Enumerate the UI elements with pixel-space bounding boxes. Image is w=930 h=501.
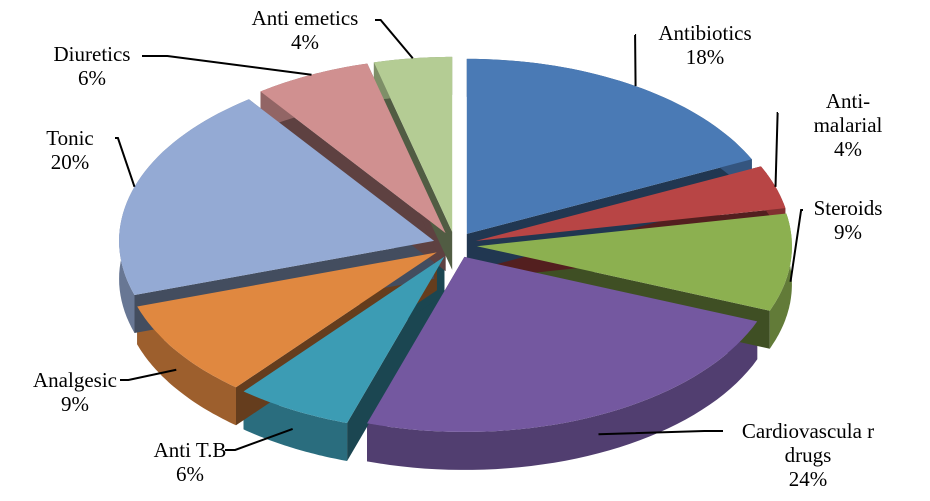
slice-side: [243, 391, 348, 461]
slice-label: Tonic 20%: [46, 126, 94, 174]
slice-label: Anti-malarial 4%: [807, 89, 889, 161]
leader-line: [789, 209, 803, 282]
slice: [119, 99, 435, 295]
category-name: Anti-malarial: [813, 89, 883, 137]
category-name: Diuretics: [53, 42, 131, 66]
category-name: Antibiotics: [658, 21, 752, 45]
leader-line: [774, 112, 779, 187]
value-label: 24%: [788, 467, 828, 491]
slice: [373, 56, 453, 232]
slice: [243, 256, 445, 423]
slice-label: Anti emetics 4%: [252, 6, 359, 54]
value-label: 18%: [685, 45, 725, 69]
leader-line: [115, 137, 136, 188]
leader-line: [225, 427, 293, 451]
slice-label: Steroids 9%: [814, 196, 883, 244]
pie-tops: [119, 56, 792, 432]
slice-label: Analgesic 9%: [33, 368, 117, 416]
slice-label: Antibiotics 18%: [658, 21, 751, 69]
category-name: Cardiovascula r drugs: [741, 419, 875, 467]
category-name: Analgesic: [33, 368, 117, 392]
slice: [476, 213, 792, 311]
slice: [260, 63, 446, 234]
value-label: 20%: [50, 150, 90, 174]
slice-label: Anti T.B 6%: [154, 438, 227, 486]
category-name: Anti T.B: [153, 438, 227, 462]
slice-label: Diuretics 6%: [54, 42, 131, 90]
value-label: 4%: [290, 30, 319, 54]
category-name: Anti emetics: [251, 6, 359, 30]
slice-side: [367, 321, 758, 470]
slice: [367, 256, 758, 432]
leader-line: [120, 368, 177, 381]
slice: [475, 166, 786, 241]
value-label: 6%: [77, 66, 106, 90]
slice: [466, 58, 752, 234]
value-label: 9%: [834, 220, 862, 244]
category-name: Tonic: [46, 126, 94, 150]
leader-line: [142, 55, 312, 76]
slice-side: [137, 306, 236, 426]
slice: [137, 252, 437, 388]
leader-line: [375, 19, 414, 59]
category-name: Steroids: [813, 196, 883, 220]
value-label: 9%: [60, 392, 89, 416]
slice-label: Cardiovascula r drugs 24%: [733, 419, 883, 491]
value-label: 6%: [175, 462, 204, 486]
value-label: 4%: [834, 137, 862, 161]
leader-line: [598, 430, 723, 436]
leader-line: [634, 34, 637, 87]
